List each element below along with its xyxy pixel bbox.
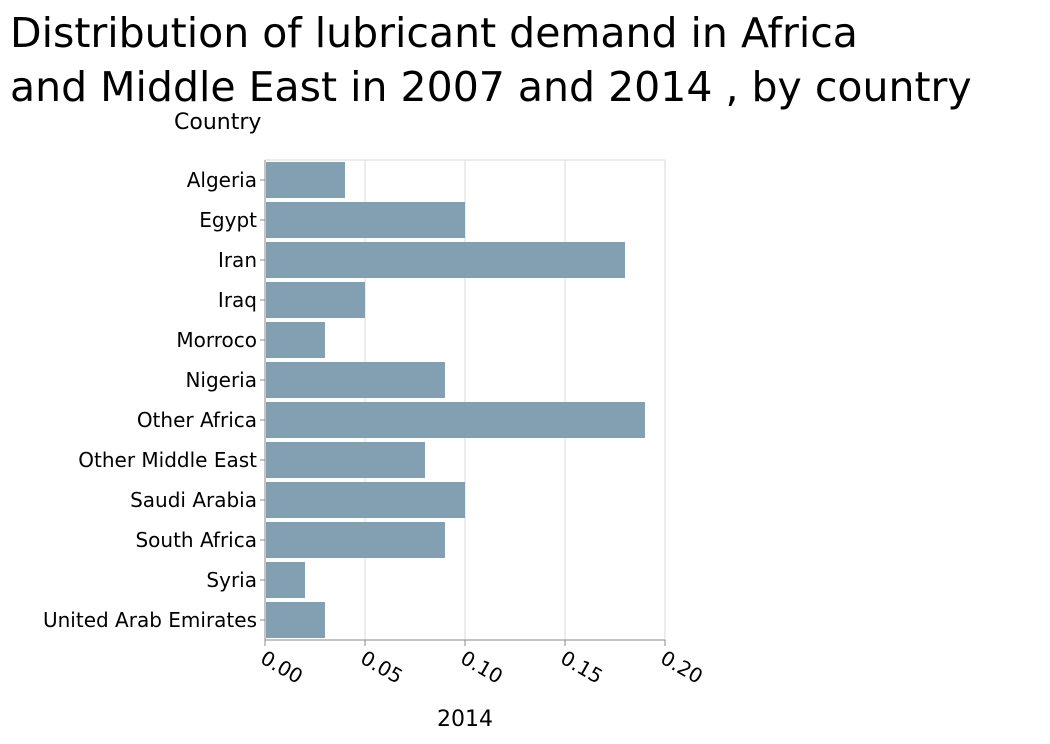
bar-9 bbox=[266, 522, 445, 558]
x-tick-labels: 0.00 0.05 0.10 0.15 0.20 bbox=[257, 646, 708, 689]
chart-title: Distribution of lubricant demand in Afri… bbox=[10, 6, 1045, 114]
bar-0 bbox=[266, 162, 345, 198]
bar-8 bbox=[266, 482, 465, 518]
y-tick-label-6: Other Africa bbox=[137, 408, 257, 432]
y-tick-label-8: Saudi Arabia bbox=[130, 488, 257, 512]
bar-3 bbox=[266, 282, 365, 318]
bar-2 bbox=[266, 242, 625, 278]
x-tick-label-2: 0.10 bbox=[457, 646, 508, 689]
bar-6 bbox=[266, 402, 645, 438]
bars bbox=[266, 162, 645, 638]
y-tick-label-3: Iraq bbox=[218, 288, 257, 312]
y-tick-label-4: Morroco bbox=[176, 328, 257, 352]
y-tick-label-7: Other Middle East bbox=[78, 448, 257, 472]
bar-11 bbox=[266, 602, 325, 638]
y-tick-label-1: Egypt bbox=[199, 208, 257, 232]
bar-10 bbox=[266, 562, 305, 598]
x-axis-title: 2014 bbox=[437, 707, 493, 732]
chart-title-line-2: and Middle East in 2007 and 2014 , by co… bbox=[10, 63, 972, 111]
y-tick-label-10: Syria bbox=[206, 568, 257, 592]
x-tick-label-1: 0.05 bbox=[357, 646, 408, 689]
bar-7 bbox=[266, 442, 425, 478]
y-axis-title: Country bbox=[174, 110, 262, 135]
x-tick-label-3: 0.15 bbox=[557, 646, 608, 689]
y-tick-labels: Algeria Egypt Iran Iraq Morroco Nigeria Other … bbox=[43, 168, 257, 632]
y-tick-label-0: Algeria bbox=[187, 168, 257, 192]
y-tick-label-9: South Africa bbox=[135, 528, 257, 552]
y-tick-label-11: United Arab Emirates bbox=[43, 608, 257, 632]
x-tick-label-4: 0.20 bbox=[657, 646, 708, 689]
y-tick-label-2: Iran bbox=[218, 248, 257, 272]
chart-title-line-1: Distribution of lubricant demand in Afri… bbox=[10, 9, 858, 57]
bar-4 bbox=[266, 322, 325, 358]
x-tick-label-0: 0.00 bbox=[257, 646, 308, 689]
bar-5 bbox=[266, 362, 445, 398]
y-tick-label-5: Nigeria bbox=[185, 368, 257, 392]
axes bbox=[260, 160, 666, 646]
bar-1 bbox=[266, 202, 465, 238]
